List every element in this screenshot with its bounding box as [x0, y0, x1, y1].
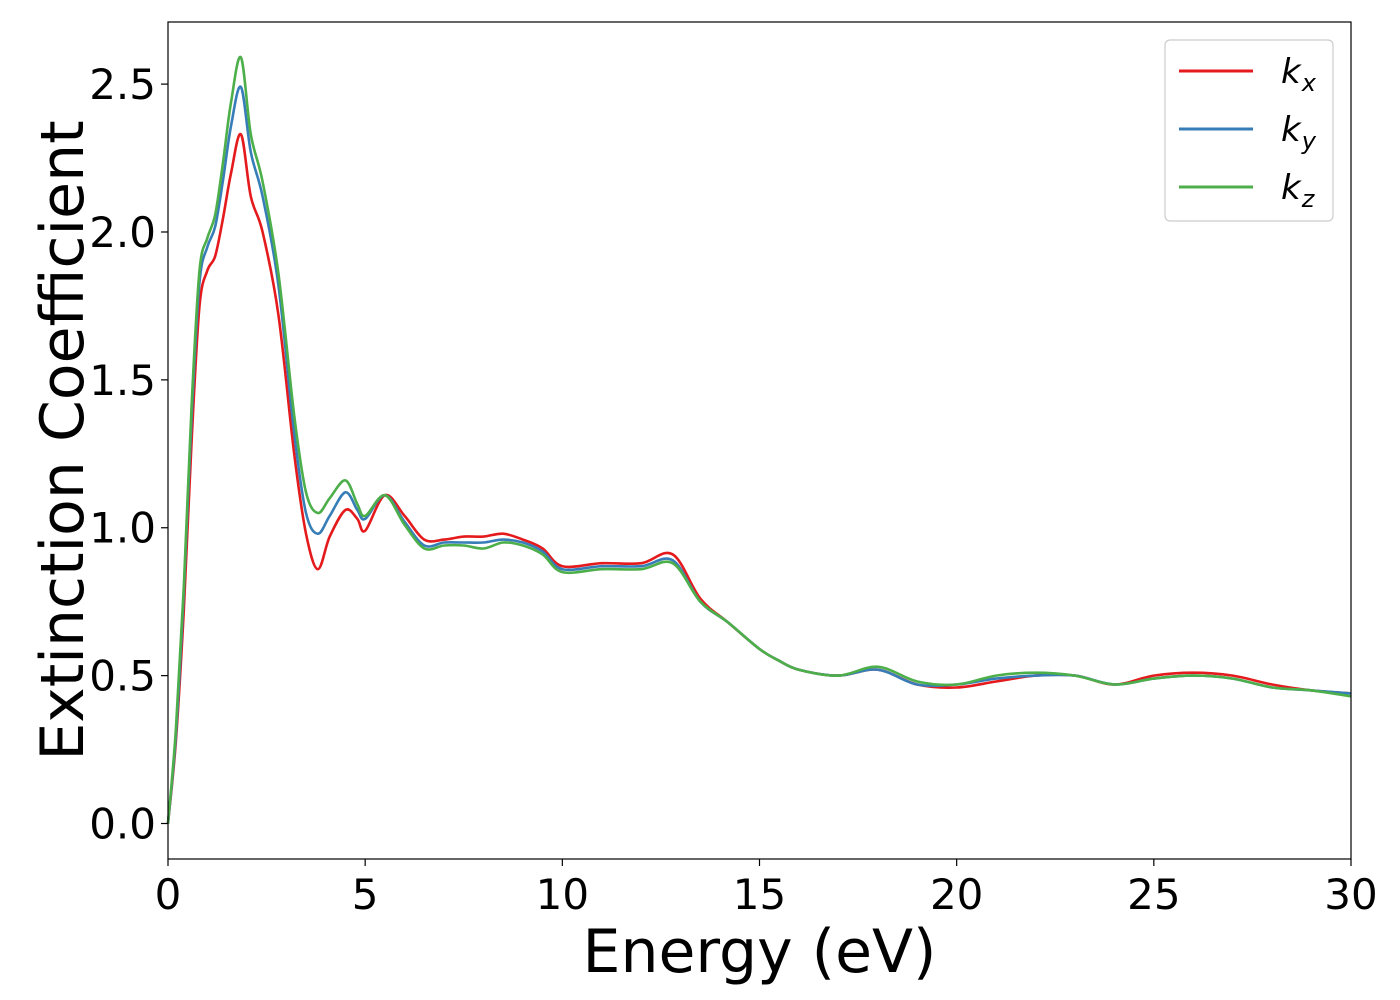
x-axis: 0 5 10 15 20 25 30 — [155, 859, 1378, 919]
x-axis-title: Energy (eV) — [583, 917, 937, 987]
y-axis: 0.0 0.5 1.0 1.5 2.0 2.5 — [89, 60, 168, 849]
x-tick-label: 15 — [733, 870, 786, 919]
series-line-kz — [166, 55, 1352, 824]
y-axis-title: Extinction Coefficient — [28, 120, 98, 760]
series-line-kx — [166, 133, 1352, 824]
x-tick-label: 20 — [930, 870, 983, 919]
y-tick-label: 2.5 — [89, 60, 156, 109]
series-lines — [166, 55, 1352, 824]
y-tick-label: 1.0 — [89, 504, 156, 553]
x-tick-label: 25 — [1127, 870, 1180, 919]
x-tick-label: 5 — [352, 870, 379, 919]
y-tick-label: 0.0 — [89, 800, 156, 849]
x-tick-label: 10 — [536, 870, 589, 919]
x-tick-label: 30 — [1324, 870, 1377, 919]
x-tick-label: 0 — [155, 870, 182, 919]
y-tick-label: 0.5 — [89, 652, 156, 701]
y-tick-label: 2.0 — [89, 208, 156, 257]
series-line-ky — [166, 85, 1352, 824]
y-tick-label: 1.5 — [89, 356, 156, 405]
